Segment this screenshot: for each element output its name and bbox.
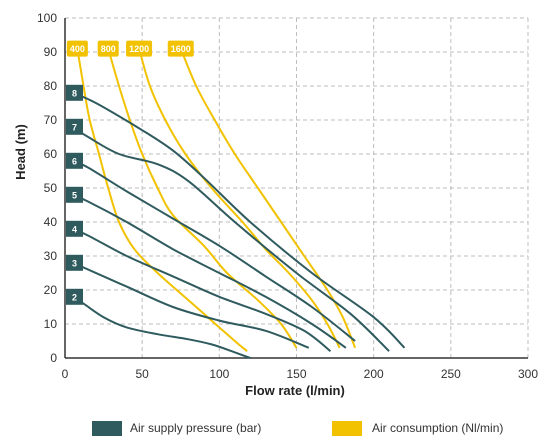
grid [65,17,529,358]
x-axis-title: Flow rate (l/min) [245,383,345,398]
y-tick-label: 50 [44,181,58,195]
x-tick-label: 50 [135,367,149,381]
y-tick-label: 80 [44,79,58,93]
x-tick-label: 0 [62,367,69,381]
series-badges: 2 3 4 5 6 7 8 400 800 1200 1600 [66,40,194,305]
pressure-line-2 [72,295,251,359]
pressure-line-3 [72,261,310,349]
pressure-badge-label: 3 [72,258,77,268]
y-tick-label: 90 [44,45,58,59]
x-tick-label: 200 [364,367,384,381]
pressure-badge-label: 2 [72,292,77,302]
consumption-badge-label: 1600 [171,44,191,54]
pressure-badge-6 [66,152,83,169]
pressure-badge-5 [66,186,83,203]
consumption-badge-label: 1200 [129,44,149,54]
pressure-line-5 [72,193,347,349]
consumption-badge-800 [97,40,119,57]
y-tick-label: 40 [44,215,58,229]
x-tick-label: 100 [209,367,229,381]
y-axis-title: Head (m) [13,124,28,180]
y-tick-label: 30 [44,249,58,263]
y-tick-label: 0 [50,351,57,365]
pressure-line-7 [72,125,390,352]
pressure-badge-4 [66,220,83,237]
x-tick-label: 150 [286,367,306,381]
legend-swatch-consumption [332,421,362,436]
consumption-line-800 [107,48,298,349]
consumption-line-400 [76,48,248,352]
pressure-line-6 [72,159,356,342]
pressure-line-8 [72,91,406,349]
consumption-badge-label: 400 [70,44,85,54]
pressure-badge-label: 6 [72,156,77,166]
y-tick-label: 10 [44,317,58,331]
pressure-badge-8 [66,84,83,101]
y-tick-label: 100 [37,11,57,25]
consumption-line-1200 [138,48,341,349]
pressure-line-4 [72,227,332,352]
axes [64,18,528,359]
consumption-badge-400 [66,40,88,57]
pressure-badge-label: 8 [72,88,77,98]
legend-label-pressure: Air supply pressure (bar) [130,421,261,435]
legend-swatch-pressure [92,421,122,436]
pressure-badge-label: 5 [72,190,77,200]
legend: Air supply pressure (bar) Air consumptio… [92,421,503,436]
y-tick-label: 60 [44,147,58,161]
consumption-badge-1600 [167,40,194,57]
consumption-badge-label: 800 [101,44,116,54]
pressure-badge-7 [66,118,83,135]
pressure-badge-3 [66,254,83,271]
y-tick-label: 20 [44,283,58,297]
consumption-badge-1200 [126,40,153,57]
y-tick-label: 70 [44,113,58,127]
pressure-badge-label: 7 [72,122,77,132]
x-tick-label: 300 [518,367,538,381]
pressure-badge-label: 4 [72,224,77,234]
pressure-badge-2 [66,288,83,305]
series-lines [72,48,406,359]
legend-label-consumption: Air consumption (Nl/min) [372,421,503,435]
tick-labels: 0 50 100 150 200 250 300 0 10 20 30 40 50 60 70 80 90 100 [37,11,538,381]
consumption-line-1600 [179,48,357,349]
x-tick-label: 250 [441,367,461,381]
